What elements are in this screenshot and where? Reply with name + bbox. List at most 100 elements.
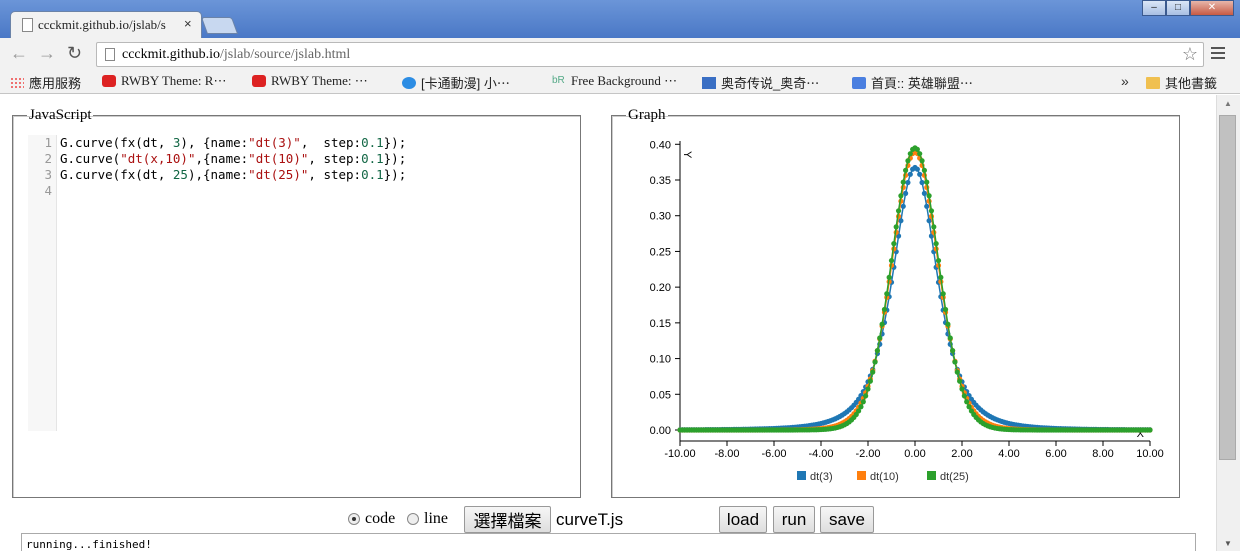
radio-dot-selected[interactable]: [348, 513, 360, 525]
point-25: [931, 224, 937, 230]
close-window-icon[interactable]: ✕: [1190, 0, 1234, 16]
x-tick-label: 8.00: [1092, 448, 1113, 460]
point-25: [865, 386, 871, 392]
point-25: [903, 167, 909, 173]
point-3: [926, 218, 932, 224]
youtube-icon: [102, 75, 116, 87]
x-tick-label: 2.00: [951, 448, 972, 460]
bookmark-label: RWBY Theme: R⋯: [121, 73, 227, 88]
bookmark-star-icon[interactable]: ☆: [1181, 44, 1198, 64]
reload-icon[interactable]: ↻: [67, 43, 83, 63]
url-text[interactable]: ccckmit.github.io/jslab/source/jslab.htm…: [122, 47, 350, 63]
point-25: [867, 378, 873, 384]
x-tick-label: 6.00: [1045, 448, 1066, 460]
minimize-icon[interactable]: –: [1142, 0, 1166, 16]
other-bookmarks[interactable]: 其他書籤: [1146, 73, 1217, 92]
save-button[interactable]: save: [820, 506, 874, 533]
line-number: 1: [44, 135, 52, 150]
point-25: [938, 274, 944, 280]
point-25: [888, 257, 895, 264]
point-25: [924, 179, 930, 185]
legend-label-3: dt(3): [810, 471, 833, 483]
tab-close-icon[interactable]: ×: [184, 16, 192, 31]
point-25: [926, 193, 932, 199]
maximize-icon[interactable]: □: [1166, 0, 1190, 16]
scroll-up-icon[interactable]: ▲: [1224, 99, 1232, 108]
point-3: [907, 171, 913, 177]
youtube-icon: [252, 75, 266, 87]
play-icon: [402, 76, 416, 89]
run-button[interactable]: run: [773, 506, 815, 533]
code-line: G.curve(fx(dt, 25),{name:"dt(25)", step:…: [60, 167, 407, 182]
radio-line-label: line: [424, 510, 448, 527]
bookmark-aoqi[interactable]: 奥奇传说_奥奇⋯: [702, 73, 819, 92]
point-3: [924, 203, 930, 209]
point-3: [917, 171, 923, 177]
bookmark-label: Free Background ⋯: [571, 73, 678, 88]
selected-filename: curveT.js: [556, 510, 624, 529]
point-25: [928, 208, 935, 214]
radio-line[interactable]: line: [407, 510, 448, 528]
bookmark-cartoon[interactable]: [卡通動漫] 小⋯: [402, 73, 510, 92]
page-scrollbar[interactable]: ▲ ▼: [1216, 95, 1240, 551]
x-axis-label: X: [1137, 428, 1145, 440]
back-arrow-icon[interactable]: ←: [10, 43, 28, 63]
address-bar[interactable]: ccckmit.github.io/jslab/source/jslab.htm…: [96, 42, 1204, 67]
point-25: [870, 369, 876, 375]
point-3: [905, 179, 911, 186]
point-25: [954, 369, 960, 375]
graph-panel: Graph: [611, 107, 1180, 498]
bookmark-rwby-1[interactable]: RWBY Theme: R⋯: [102, 73, 226, 89]
point-25: [856, 408, 862, 414]
bookmark-apps[interactable]: 應用服務: [10, 73, 81, 92]
bookmark-lol[interactable]: 首頁:: 英雄聯盟⋯: [852, 73, 973, 92]
bookmark-rwby-2[interactable]: RWBY Theme: ⋯: [252, 73, 368, 89]
new-tab-button[interactable]: [200, 17, 239, 34]
x-tick-label: -8.00: [714, 448, 739, 460]
line-number-gutter: 1 2 3 4: [28, 135, 57, 431]
browser-tab[interactable]: ccckmit.github.io/jslab/s ×: [10, 11, 202, 38]
page-content: JavaScript 1 2 3 4 G.curve(fx(dt, 3), {n…: [0, 95, 1216, 551]
y-tick-label: 0.15: [650, 318, 671, 330]
point-3: [900, 203, 906, 209]
status-output: running...finished!: [21, 533, 1196, 551]
bookmark-label: [卡通動漫] 小⋯: [421, 76, 510, 91]
code-line: [60, 183, 406, 199]
radio-code[interactable]: code: [348, 510, 395, 528]
javascript-panel: JavaScript: [12, 107, 581, 498]
scrollbar-thumb[interactable]: [1219, 115, 1236, 460]
load-button[interactable]: load: [719, 506, 767, 533]
point-25: [919, 158, 925, 164]
point-25: [933, 241, 939, 247]
y-tick-label: 0.20: [650, 282, 671, 294]
code-editor[interactable]: 1 2 3 4 G.curve(fx(dt, 3), {name:"dt(3)"…: [28, 135, 573, 431]
choose-file-button[interactable]: 選擇檔案: [464, 506, 551, 533]
other-bookmarks-label: 其他書籤: [1165, 76, 1218, 91]
point-25: [917, 151, 923, 157]
point-25: [940, 291, 946, 297]
bookmark-free-background[interactable]: bR Free Background ⋯: [552, 73, 677, 89]
point-3: [919, 179, 925, 186]
bookmarks-bar: 應用服務 RWBY Theme: R⋯ RWBY Theme: ⋯ [卡通動漫]…: [0, 70, 1240, 94]
bookmarks-more-icon[interactable]: »: [1121, 73, 1129, 89]
point-3: [921, 190, 927, 196]
scroll-down-icon[interactable]: ▼: [1224, 539, 1232, 548]
point-25: [907, 151, 913, 157]
point-25: [952, 359, 958, 365]
menu-icon[interactable]: [1211, 47, 1225, 62]
forward-arrow-icon[interactable]: →: [38, 43, 56, 63]
page-icon: [105, 48, 115, 61]
window-controls: – □ ✕: [1142, 0, 1234, 16]
radio-code-label: code: [365, 510, 396, 527]
point-25: [877, 335, 883, 341]
code-lines[interactable]: G.curve(fx(dt, 3), {name:"dt(3)", step:0…: [60, 135, 406, 199]
legend-swatch-3: [797, 471, 806, 480]
y-axis-label: Y: [681, 151, 693, 159]
point-25: [879, 321, 885, 327]
point-25: [860, 399, 866, 405]
x-tick-label: 4.00: [998, 448, 1019, 460]
point-25: [961, 393, 967, 399]
x-tick-label: -10.00: [664, 448, 695, 460]
radio-dot[interactable]: [407, 513, 419, 525]
apps-icon: [10, 76, 24, 89]
